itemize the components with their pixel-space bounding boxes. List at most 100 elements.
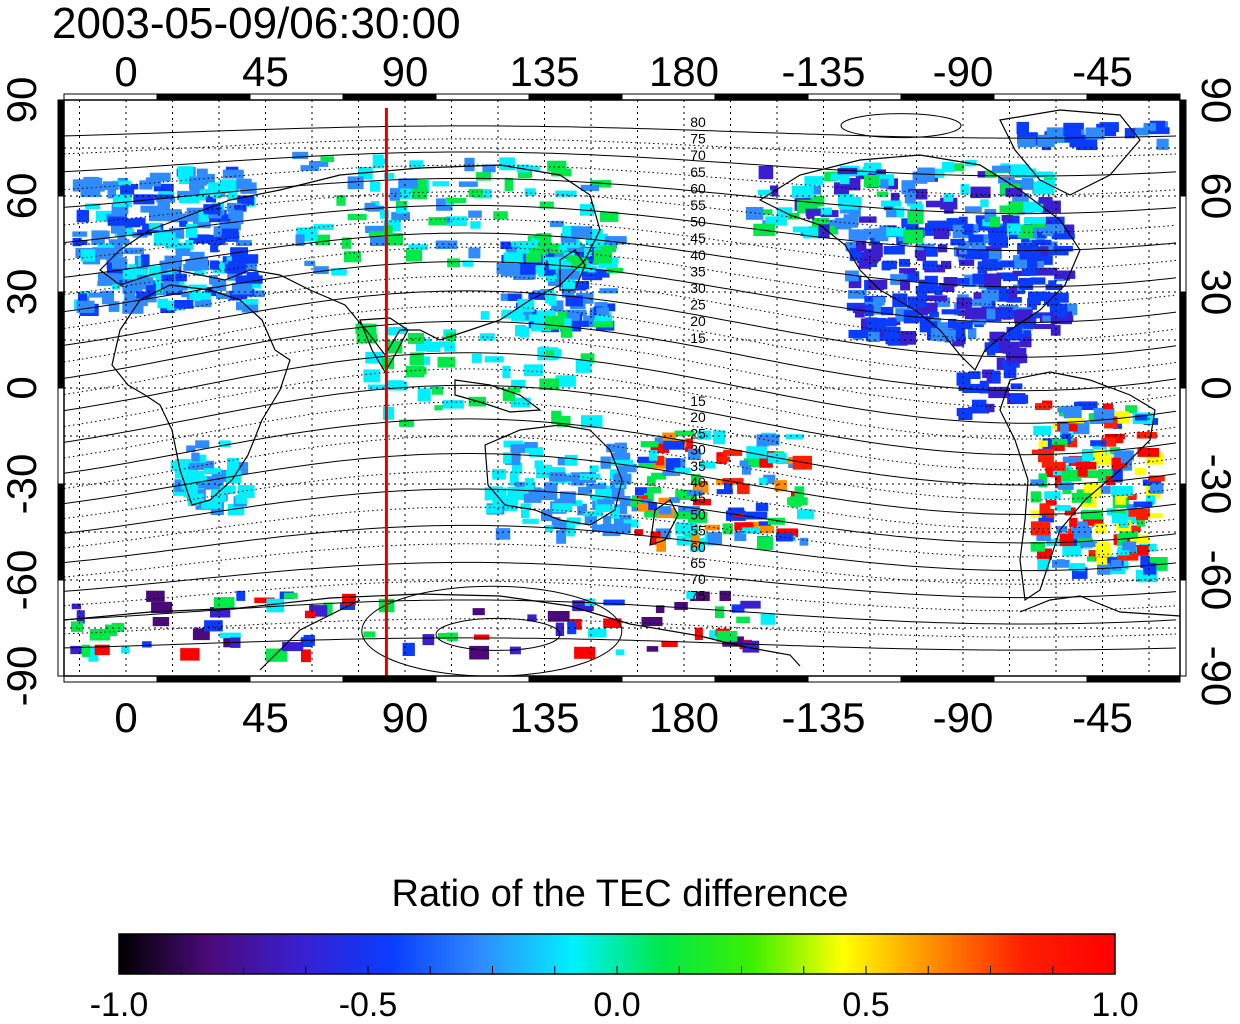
tec-data-patch — [989, 331, 1006, 343]
tec-data-patch — [858, 216, 877, 223]
tec-data-patch — [980, 199, 989, 207]
contour-ellipse — [840, 113, 962, 139]
tec-data-patch — [175, 248, 191, 257]
tec-data-patch — [1096, 557, 1108, 565]
tec-data-patch — [446, 216, 467, 226]
tec-data-patch — [446, 197, 467, 204]
tec-data-patch — [549, 243, 563, 253]
tec-data-patch — [839, 170, 850, 185]
tec-data-patch — [482, 164, 496, 173]
tec-data-patch — [743, 458, 762, 467]
colorbar-ticks: -1.0 -0.5 0.0 0.5 1.0 — [90, 966, 1139, 1024]
tec-data-patch — [883, 204, 895, 211]
tec-data-patch — [641, 617, 663, 627]
tec-data-patch — [577, 265, 597, 278]
frame-segment — [57, 579, 65, 677]
magnetic-latitude-contours — [64, 113, 1177, 676]
tec-data-patch — [848, 329, 870, 339]
tec-data-patch — [493, 211, 508, 220]
tec-data-patch — [1082, 518, 1104, 526]
tec-data-patch — [174, 300, 194, 309]
tec-data-patch — [991, 370, 1001, 383]
tec-data-patch — [1017, 243, 1039, 255]
tec-data-patch — [219, 632, 241, 639]
tec-data-patch — [222, 169, 244, 179]
tec-data-patch — [80, 187, 101, 198]
tec-data-patch — [988, 249, 1001, 263]
tec-data-patch — [566, 255, 581, 262]
tec-data-patch — [646, 486, 662, 494]
tec-data-patch — [880, 306, 894, 316]
frame-segment — [1086, 675, 1181, 683]
tec-data-patch — [480, 311, 490, 320]
tec-data-patch — [235, 494, 248, 504]
tec-data-patch — [185, 223, 198, 238]
tec-data-patch — [565, 243, 586, 253]
tec-data-patch — [72, 237, 82, 247]
tec-data-patch — [236, 590, 246, 601]
tec-data-patch — [221, 228, 239, 240]
tec-data-patch — [1125, 405, 1138, 413]
tec-data-patch — [933, 227, 950, 240]
left-axis-frame — [57, 99, 65, 677]
tec-data-patch — [470, 221, 481, 229]
tec-data-patch — [1113, 450, 1134, 461]
tec-data-patch — [510, 387, 521, 393]
tec-data-patch — [1061, 469, 1082, 482]
tec-data-patch — [513, 273, 534, 280]
longitude-label: -135 — [781, 694, 865, 741]
tec-data-patch — [1002, 359, 1020, 368]
tec-data-patch — [984, 273, 1002, 288]
tec-data-patch — [601, 523, 615, 532]
tec-data-patch — [1021, 201, 1044, 213]
tec-data-patch — [408, 244, 428, 250]
tec-data-patch — [121, 646, 130, 654]
tec-data-patch — [964, 307, 987, 320]
tec-data-patch — [1051, 559, 1070, 568]
tec-data-patch — [774, 480, 787, 492]
contour-line — [64, 418, 1177, 486]
tec-data-patch — [235, 275, 257, 284]
tec-data-patch — [444, 343, 456, 352]
tec-data-patch — [112, 257, 127, 269]
tec-data-patch — [1039, 503, 1051, 516]
tec-data-patch — [422, 634, 435, 646]
tec-data-patch — [881, 261, 891, 271]
contour-line — [64, 218, 1177, 270]
tec-data-patch — [1111, 457, 1121, 470]
tec-data-patch — [1062, 456, 1085, 464]
tec-data-patch — [1016, 121, 1029, 135]
tec-data-patch — [1068, 537, 1085, 549]
tec-data-patch — [1009, 394, 1022, 402]
tec-data-patch — [1072, 567, 1088, 579]
tec-data-patch — [611, 459, 634, 466]
tec-data-patch — [977, 261, 988, 274]
contour-labels: 8075706560555045403530252015152025303540… — [690, 114, 706, 603]
tec-data-patch — [804, 176, 824, 186]
tec-data-patch — [1036, 532, 1051, 541]
contour-line — [64, 599, 1177, 625]
tec-data-patch — [944, 208, 954, 214]
tec-data-patch — [1045, 224, 1065, 237]
latitude-label: 60 — [0, 173, 45, 220]
longitude-label: 45 — [242, 694, 289, 741]
tec-data-patch — [938, 283, 955, 292]
tec-data-patch — [658, 506, 672, 515]
tec-data-patch — [1098, 469, 1120, 481]
tec-data-patch — [180, 648, 200, 661]
tec-data-patch — [755, 502, 769, 512]
tec-data-patch — [593, 249, 612, 264]
contour-label: 40 — [690, 474, 706, 490]
tec-data-patch — [567, 281, 590, 290]
tec-data-patch — [1143, 562, 1157, 575]
tec-data-patch — [140, 205, 159, 213]
tec-data-patch — [979, 380, 989, 394]
frame-segment — [435, 675, 530, 683]
tec-data-patch — [1023, 217, 1046, 224]
tec-data-patch — [1005, 188, 1023, 197]
tec-data-patch — [758, 477, 768, 486]
tec-data-patch — [880, 178, 889, 189]
tec-data-patch — [228, 290, 247, 301]
frame-segment — [156, 675, 251, 683]
tec-data-patch — [528, 293, 550, 300]
